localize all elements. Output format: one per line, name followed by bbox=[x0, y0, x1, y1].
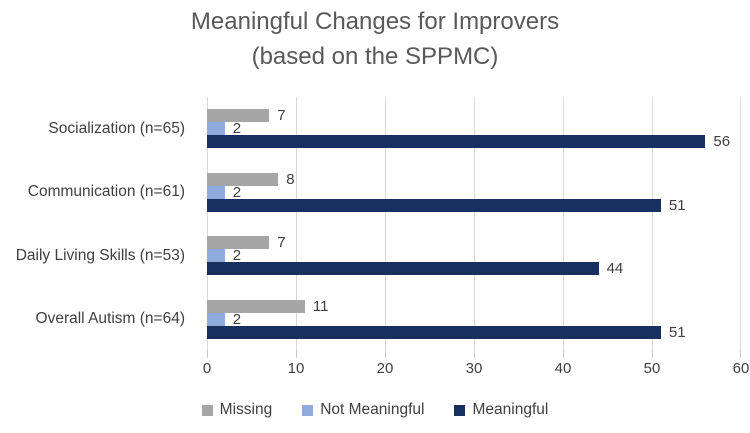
bar-meaningful bbox=[207, 135, 706, 149]
bar-meaningful bbox=[207, 198, 661, 212]
plot-area: 7 2 56 8 2 bbox=[207, 97, 741, 351]
data-label: 7 bbox=[277, 107, 286, 125]
chart-title-line1: Meaningful Changes for Improvers bbox=[190, 8, 560, 35]
tick-mark bbox=[563, 351, 564, 358]
category-axis: Socialization (n=65) Communication (n=61… bbox=[0, 97, 196, 351]
gridline bbox=[740, 97, 741, 351]
bar-group-socialization: 7 2 56 bbox=[207, 97, 741, 161]
data-label: 51 bbox=[668, 196, 686, 214]
legend-label: Meaningful bbox=[472, 401, 549, 418]
bar-meaningful bbox=[207, 262, 599, 276]
data-label: 56 bbox=[713, 133, 731, 151]
data-label: 2 bbox=[232, 183, 242, 201]
legend-swatch-not-meaningful bbox=[302, 404, 314, 416]
x-tick-label: 30 bbox=[465, 360, 483, 377]
gridline bbox=[384, 97, 386, 351]
x-axis-labels: 0 10 20 30 40 50 60 bbox=[203, 360, 750, 380]
x-tick-label: 0 bbox=[202, 360, 212, 377]
legend-item-meaningful: Meaningful bbox=[454, 401, 548, 419]
bar-not-meaningful bbox=[207, 249, 225, 263]
x-tick-label: 50 bbox=[643, 360, 661, 377]
bar-not-meaningful bbox=[207, 312, 225, 326]
tick-mark bbox=[296, 351, 297, 358]
legend-item-not-meaningful: Not Meaningful bbox=[302, 401, 424, 419]
data-label: 51 bbox=[668, 323, 686, 341]
x-tick-label: 60 bbox=[732, 360, 750, 377]
legend-swatch-meaningful bbox=[454, 404, 466, 416]
chart-title-line2: (based on the SPPMC) bbox=[251, 43, 499, 70]
bar-missing bbox=[207, 109, 270, 123]
data-label: 2 bbox=[232, 310, 242, 328]
legend-item-missing: Missing bbox=[201, 401, 273, 419]
legend: Missing Not Meaningful Meaningful bbox=[0, 401, 750, 419]
tick-mark bbox=[207, 351, 208, 358]
category-label-socialization: Socialization (n=65) bbox=[48, 119, 185, 137]
gridline bbox=[474, 97, 475, 351]
bar-group-communication: 8 2 51 bbox=[207, 161, 741, 225]
legend-label: Missing bbox=[219, 401, 273, 418]
bar-missing bbox=[207, 299, 305, 313]
category-label-communication: Communication (n=61) bbox=[27, 183, 185, 201]
tick-mark bbox=[384, 351, 386, 358]
gridline bbox=[296, 97, 297, 351]
bar-meaningful bbox=[207, 325, 661, 339]
chart-title: Meaningful Changes for Improvers (based … bbox=[0, 4, 750, 74]
bar-group-daily-living-skills: 7 2 44 bbox=[207, 224, 741, 288]
gridline bbox=[651, 97, 653, 351]
legend-swatch-missing bbox=[201, 404, 213, 416]
data-label: 44 bbox=[606, 260, 624, 278]
x-tick-label: 20 bbox=[376, 360, 394, 377]
x-axis-ticks bbox=[207, 351, 741, 358]
tick-mark bbox=[740, 351, 741, 358]
bar-not-meaningful bbox=[207, 122, 225, 136]
data-label: 8 bbox=[286, 170, 295, 188]
legend-label: Not Meaningful bbox=[320, 401, 425, 418]
x-tick-label: 10 bbox=[287, 360, 305, 377]
tick-mark bbox=[474, 351, 475, 358]
x-tick-label: 40 bbox=[554, 360, 572, 377]
data-label: 7 bbox=[277, 234, 286, 252]
category-label-daily-living-skills: Daily Living Skills (n=53) bbox=[15, 246, 185, 264]
category-label-overall-autism: Overall Autism (n=64) bbox=[35, 310, 185, 328]
data-label: 2 bbox=[232, 120, 242, 138]
bar-group-overall-autism: 11 2 51 bbox=[207, 288, 741, 352]
bar-rows: 7 2 56 8 2 bbox=[207, 97, 741, 351]
data-label: 2 bbox=[232, 247, 242, 265]
bar-missing bbox=[207, 236, 270, 250]
tick-mark bbox=[651, 351, 653, 358]
gridline bbox=[207, 97, 208, 351]
data-label: 11 bbox=[312, 297, 329, 315]
gridline bbox=[563, 97, 564, 351]
bar-not-meaningful bbox=[207, 185, 225, 199]
bar-missing bbox=[207, 172, 279, 186]
